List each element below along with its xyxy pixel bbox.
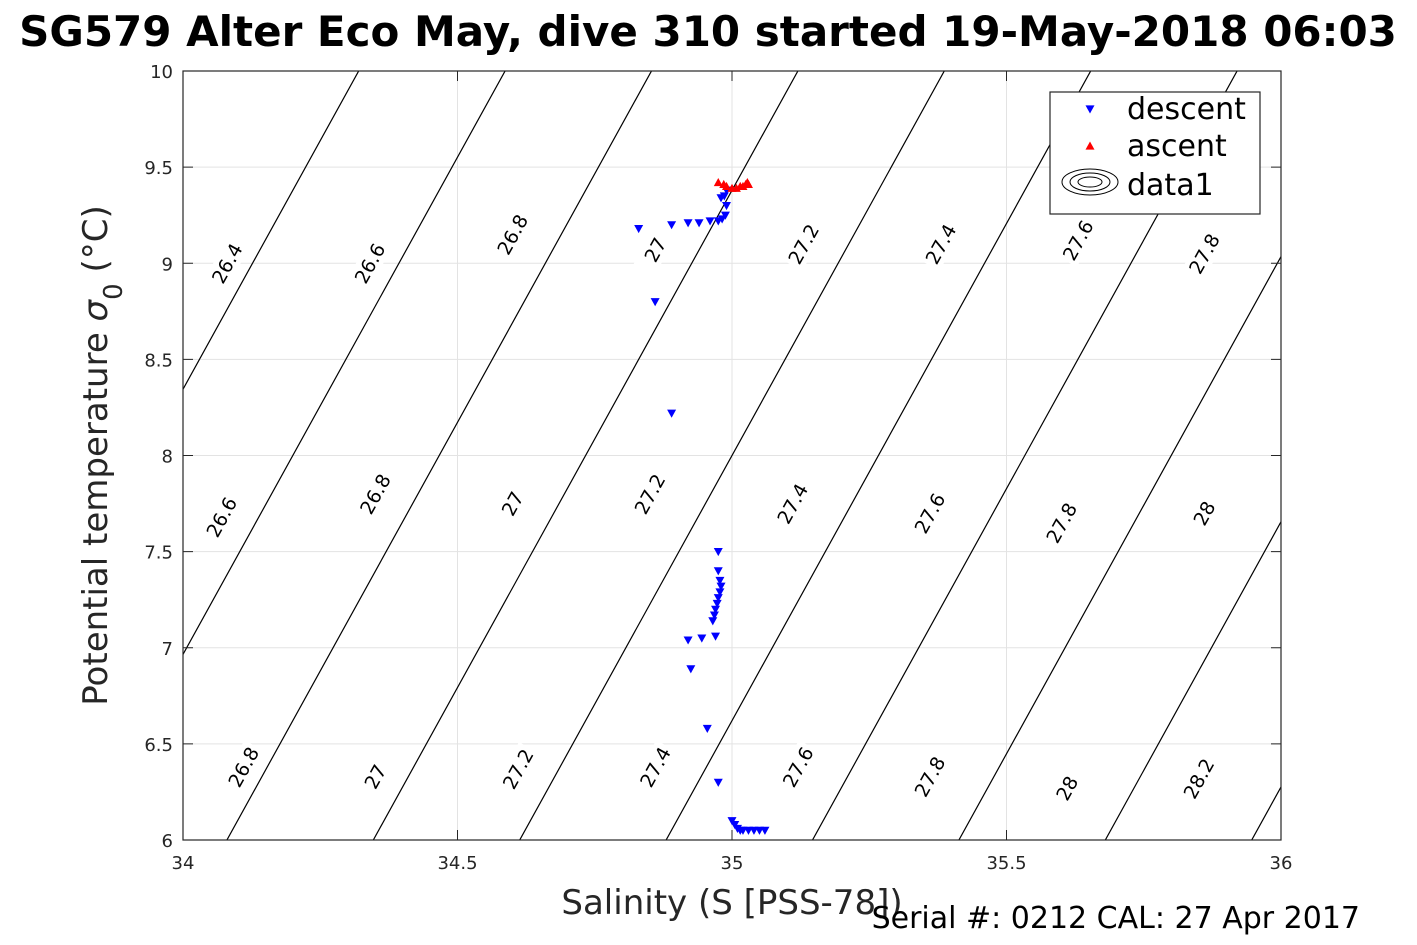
contour-label-bg [347, 236, 392, 291]
x-tick-label: 34.5 [437, 853, 477, 874]
contour-label-bg [775, 740, 820, 794]
descent-point [667, 221, 677, 230]
y-axis-label: Potential temperature σ0 (°C) [76, 205, 129, 705]
legend-box [1049, 91, 1261, 215]
ascent-point [713, 178, 723, 187]
y-tick-label: 9.5 [144, 158, 173, 179]
descent-point [716, 194, 726, 203]
contour-label-bg [1182, 226, 1227, 281]
descent-point [683, 219, 693, 228]
legend-contour-ellipse [1069, 172, 1111, 192]
legend-data1-label: data1 [1127, 168, 1214, 203]
descent-point [760, 826, 770, 835]
contour-label-bg [490, 476, 535, 531]
isopycnal-26.4 [183, 71, 360, 391]
isopycnal-27.8 [958, 255, 1281, 840]
legend-contour-ellipse [1061, 168, 1119, 196]
descent-point [686, 665, 696, 674]
isopycnal-28 [1104, 520, 1281, 840]
descent-point [711, 605, 721, 614]
descent-point [702, 724, 712, 733]
isopycnal-26.8 [226, 71, 653, 840]
y-tick-label: 7.5 [144, 543, 173, 564]
contour-label-bg [495, 742, 540, 796]
contour-label-bg [633, 740, 678, 794]
contour-label-bg [353, 749, 398, 804]
isopycnal-27.2 [519, 71, 945, 840]
ascent-point [743, 179, 753, 189]
legend-ascent-marker [1085, 141, 1095, 150]
contour-label-bg [1176, 751, 1221, 806]
chart-title: SG579 Alter Eco May, dive 310 started 19… [19, 7, 1397, 56]
ascent-point [722, 181, 732, 190]
serial-cal-footer: Serial #: 0212 CAL: 27 Apr 2017 [872, 901, 1360, 936]
x-tick-label: 35 [721, 853, 744, 874]
contour-label-bg [1044, 761, 1089, 815]
data-points [634, 178, 770, 835]
descent-point [713, 548, 723, 557]
legend-descent-marker [1085, 105, 1095, 114]
contour-label-bg [633, 222, 678, 277]
y-tick-label: 6.5 [144, 735, 173, 756]
descent-point [683, 636, 693, 645]
descent-point [650, 298, 660, 307]
isopycnal-27 [372, 71, 799, 840]
axes: 34 34.5 35 35.5 36 6 6.5 7 7.5 8 8.5 9 9.5 10 [144, 62, 1292, 874]
y-tick-label: 7 [162, 639, 173, 660]
legend-ascent-label: ascent [1127, 129, 1227, 164]
contour-label-bg [490, 207, 535, 262]
contour-label-bg [353, 467, 398, 521]
descent-point [715, 588, 725, 597]
contour-label-bg [907, 486, 952, 540]
y-tick-label: 6 [162, 831, 173, 852]
contour-label-bg [1039, 495, 1084, 550]
descent-point [713, 567, 723, 576]
x-tick-label: 34 [172, 853, 195, 874]
y-tick-label: 8 [162, 447, 173, 468]
legend-descent-label: descent [1127, 92, 1246, 127]
descent-point [715, 576, 725, 585]
descent-point [711, 632, 721, 641]
descent-point [713, 778, 723, 787]
legend-data1-marker [1061, 168, 1119, 196]
y-tick-label: 8.5 [144, 350, 173, 371]
contour-label-bg [204, 236, 250, 291]
legend-contour-ellipse [1077, 176, 1103, 188]
descent-point [709, 611, 719, 620]
contour-label-bg [221, 740, 266, 794]
descent-point [694, 219, 704, 228]
contour-label-bg [781, 217, 826, 271]
descent-point [705, 217, 715, 226]
descent-point [716, 582, 726, 591]
contour-label-bg [918, 217, 963, 271]
contour-label-bg [199, 490, 244, 544]
descent-point [713, 594, 723, 603]
contour-label-bg [1055, 213, 1100, 267]
contour-label-bg [627, 467, 672, 521]
x-axis-label: Salinity (S [PSS-78]) [561, 883, 902, 923]
x-tick-label: 36 [1270, 853, 1293, 874]
descent-point [634, 225, 644, 234]
y-tick-label: 10 [150, 62, 173, 83]
descent-point [708, 617, 718, 626]
y-tick-label: 9 [162, 254, 173, 275]
contour-label-bg [1182, 486, 1227, 540]
x-tick-label: 35.5 [986, 853, 1026, 874]
contour-label-bg [907, 749, 952, 804]
descent-point [722, 201, 732, 211]
descent-point [712, 599, 722, 609]
isopycnal-26.6 [183, 71, 506, 656]
descent-point [697, 634, 707, 643]
descent-point [720, 211, 730, 220]
descent-point [667, 409, 677, 418]
contour-label-bg [770, 476, 815, 531]
